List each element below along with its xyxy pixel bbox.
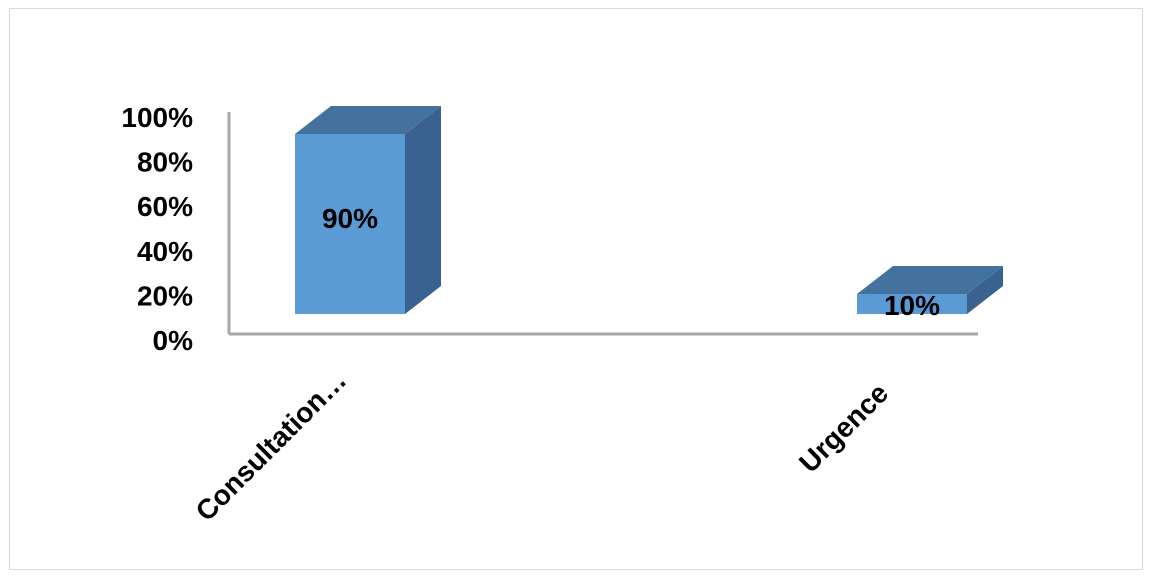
- y-tick-label: 100%: [121, 102, 193, 133]
- bars: [295, 106, 1003, 314]
- y-tick-label: 60%: [137, 191, 193, 222]
- y-tick-label: 40%: [137, 236, 193, 267]
- bar-front-face: [295, 134, 405, 314]
- bar-side-face: [405, 106, 441, 314]
- bar-side-face: [967, 266, 1003, 314]
- x-category-label: Consultation…: [190, 364, 353, 527]
- y-tick-label: 20%: [137, 280, 193, 311]
- bar-top-face: [295, 106, 441, 134]
- data-label: 10%: [884, 290, 940, 321]
- bar-2: [857, 266, 1003, 314]
- x-category-label: Urgence: [793, 377, 894, 478]
- bar-1: [295, 106, 441, 314]
- bar-top-face: [857, 266, 1003, 294]
- data-label: 90%: [322, 203, 378, 234]
- y-axis-ticks: 0% 20% 40% 60% 80% 100%: [121, 102, 193, 356]
- bar-front-face: [857, 294, 967, 314]
- y-tick-label: 0%: [153, 325, 194, 356]
- axes: [227, 112, 978, 336]
- x-axis-categories: Consultation… Urgence: [190, 364, 895, 527]
- y-tick-label: 80%: [137, 147, 193, 178]
- data-labels: 90% 10%: [322, 203, 940, 321]
